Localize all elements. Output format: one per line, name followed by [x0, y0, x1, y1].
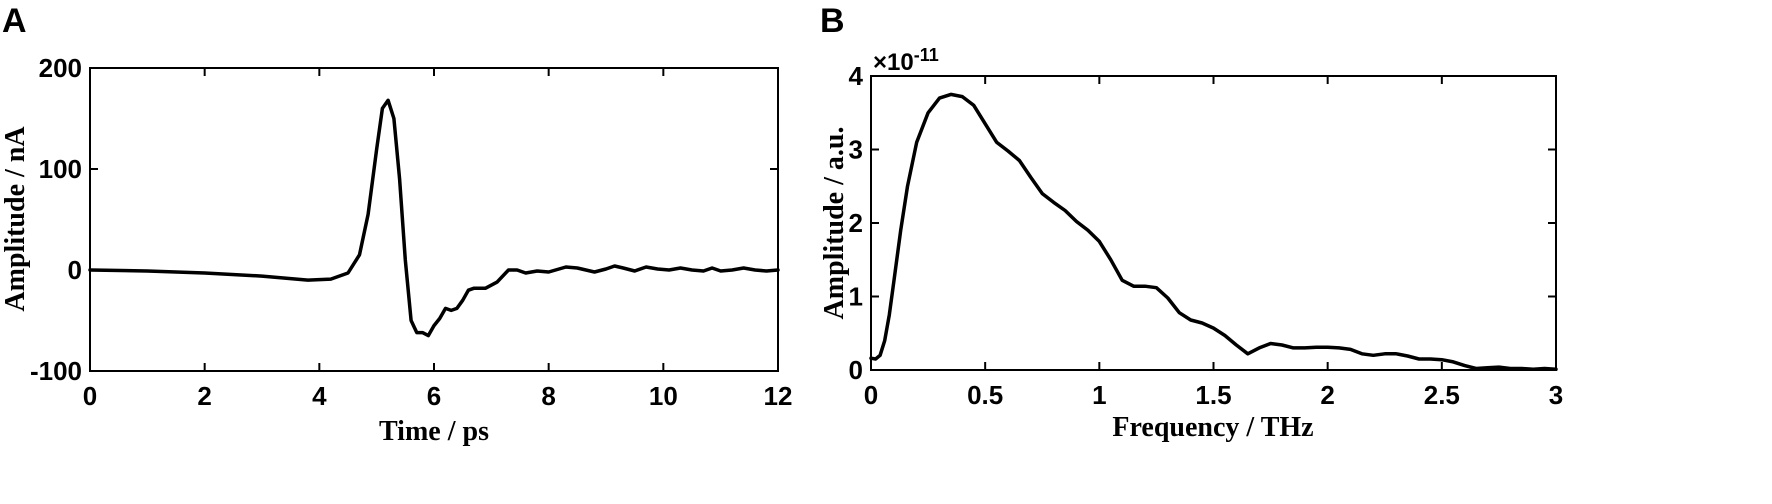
- panel-b-y-tick-label: 0: [849, 355, 863, 385]
- panel-a-x-axis-title: Time / ps: [379, 416, 489, 447]
- panel-a-x-tick-label: 0: [83, 381, 97, 411]
- panel-a-x-tick-label: 12: [764, 381, 793, 411]
- panel-b-x-tick-label: 2: [1320, 380, 1334, 410]
- panel-b-series-line: [869, 92, 1558, 372]
- panel-b-x-tick-label: 2.5: [1424, 380, 1460, 410]
- panel-a-series-line: [88, 98, 780, 338]
- panel-b-y-tick-label: 2: [849, 208, 863, 238]
- panel-b-x-tick-label: 1: [1092, 380, 1106, 410]
- panel-b-x-tick-label: 0: [864, 380, 878, 410]
- panel-a-x-tick-label: 2: [197, 381, 211, 411]
- panel-b-tick-labels: 0 0.5 1 1.5 2 2.5 3 0 1 2 3 4: [849, 61, 1564, 410]
- panel-b-y-tick-label: 3: [849, 135, 863, 165]
- panel-b-ticks: [870, 75, 1557, 371]
- panel-a-x-tick-label: 4: [312, 381, 327, 411]
- panel-b-letter: B: [820, 2, 845, 40]
- panel-b-y-tick-label: 1: [849, 282, 863, 312]
- chart-panel-b: 0 0.5 1 1.5 2 2.5 3 0 1 2 3 4 ×10-11 Frequency / TH…: [819, 45, 1563, 443]
- panel-a-x-tick-label: 8: [541, 381, 555, 411]
- panel-b-x-tick-label: 0.5: [967, 380, 1003, 410]
- panel-a-y-tick-label: 0: [68, 255, 82, 285]
- panel-a-y-tick-label: 200: [39, 53, 82, 83]
- panel-a-y-tick-label: -100: [30, 356, 82, 386]
- panel-b-y-tick-label: 4: [849, 61, 864, 91]
- panel-b-x-tick-label: 1.5: [1195, 380, 1231, 410]
- panel-b-plot-frame: [870, 75, 1557, 371]
- panel-b-x-tick-label: 3: [1549, 380, 1563, 410]
- panel-a-y-axis-title: Amplitude / nA: [0, 126, 31, 312]
- panel-a-y-tick-label: 100: [39, 154, 82, 184]
- panel-b-y-axis-title: Amplitude / a.u.: [819, 127, 850, 320]
- panel-a-x-tick-label: 10: [649, 381, 678, 411]
- panel-a-x-tick-label: 6: [427, 381, 441, 411]
- panel-b-x-axis-title: Frequency / THz: [1112, 412, 1313, 443]
- panel-b-y-exponent: ×10-11: [873, 45, 939, 76]
- panel-a-letter: A: [2, 2, 27, 40]
